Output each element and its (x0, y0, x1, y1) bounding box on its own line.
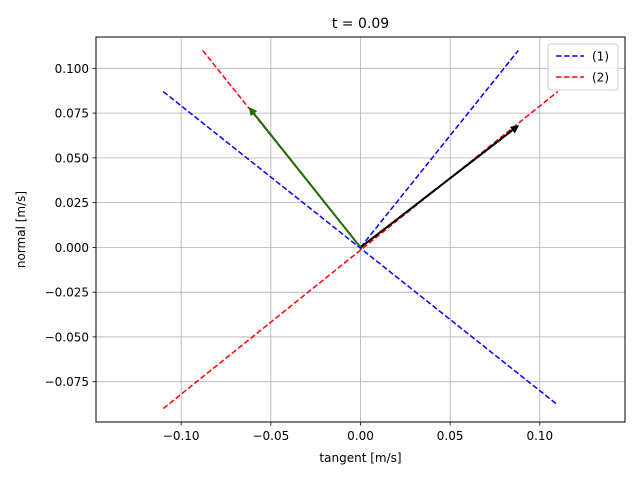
x-tick-label: −0.05 (252, 429, 289, 443)
y-tick-label: 0.050 (55, 151, 89, 165)
grid (96, 37, 625, 422)
y-tick-label: −0.025 (45, 286, 89, 300)
x-tick-label: −0.10 (163, 429, 200, 443)
green-arrow-head (248, 107, 258, 117)
series-2-line (162, 91, 559, 410)
black-arrow-shaft (359, 129, 514, 249)
y-tick-label: −0.075 (45, 375, 89, 389)
y-tick-label: 0.000 (55, 241, 89, 255)
series-1-line (162, 91, 559, 406)
legend: (1) (2) (547, 43, 619, 91)
arrows (248, 107, 520, 249)
y-tick-label: 0.075 (55, 107, 89, 121)
x-axis-label: tangent [m/s] (319, 451, 401, 465)
series-1-line (359, 49, 519, 248)
green-arrow-shaft (252, 112, 362, 249)
legend-label-2: (2) (592, 71, 609, 85)
legend-label-1: (1) (592, 50, 609, 64)
x-tick-label: 0.05 (437, 429, 464, 443)
chart-title: t = 0.09 (332, 16, 389, 32)
y-axis-label: normal [m/s] (14, 191, 28, 268)
black-arrow-head (509, 125, 520, 134)
x-axis: −0.10 −0.05 0.00 0.05 0.10 (163, 422, 553, 443)
x-tick-label: 0.10 (526, 429, 553, 443)
x-tick-label: 0.00 (347, 429, 374, 443)
y-tick-label: 0.100 (55, 62, 89, 76)
y-tick-label: 0.025 (55, 196, 89, 210)
y-tick-label: −0.050 (45, 330, 89, 344)
y-axis: −0.075 −0.050 −0.025 0.000 0.025 0.050 0.075 0.… (45, 62, 96, 389)
